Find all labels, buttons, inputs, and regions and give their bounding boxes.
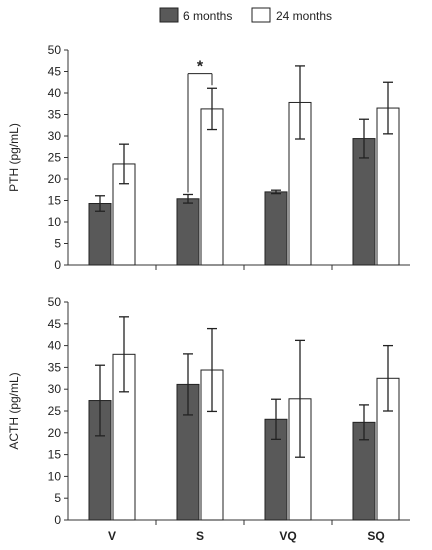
y-tick-label: 20 bbox=[48, 172, 62, 186]
y-tick-label: 10 bbox=[48, 215, 62, 229]
x-tick-label-sq: SQ bbox=[367, 529, 384, 543]
y-tick-label: 0 bbox=[54, 513, 61, 527]
y-tick-label: 50 bbox=[48, 295, 62, 309]
x-tick-label-vq: VQ bbox=[279, 529, 296, 543]
pth-chart: 0 5 10 15 20 25 30 35 40 45 50 PTH (pg/mL) * bbox=[7, 43, 410, 272]
y-axis-title: ACTH (pg/mL) bbox=[7, 372, 21, 449]
significance-asterisk: * bbox=[197, 59, 204, 76]
legend: 6 months 24 months bbox=[159, 7, 332, 23]
y-tick-label: 50 bbox=[48, 43, 62, 57]
x-tick-label-v: V bbox=[108, 529, 116, 543]
legend-label-24-months: 24 months bbox=[276, 9, 332, 23]
y-tick-label: 40 bbox=[48, 86, 62, 100]
y-tick-label: 5 bbox=[54, 237, 61, 251]
y-tick-label: 30 bbox=[48, 382, 62, 396]
y-tick-label: 25 bbox=[48, 404, 62, 418]
y-tick-label: 45 bbox=[48, 317, 62, 331]
y-tick-label: 35 bbox=[48, 360, 62, 374]
legend-label-6-months: 6 months bbox=[183, 9, 232, 23]
bar-s-24-months bbox=[200, 108, 224, 266]
bar-vq-6-months bbox=[264, 191, 288, 266]
y-tick-label: 30 bbox=[48, 129, 62, 143]
y-axis-title: PTH (pg/mL) bbox=[7, 123, 21, 192]
y-tick-label: 35 bbox=[48, 108, 62, 122]
y-tick-label: 45 bbox=[48, 65, 62, 79]
y-tick-label: 5 bbox=[54, 491, 61, 505]
x-tick-label-s: S bbox=[196, 529, 204, 543]
y-tick-label: 0 bbox=[54, 258, 61, 272]
y-tick-label: 20 bbox=[48, 426, 62, 440]
y-tick-label: 40 bbox=[48, 339, 62, 353]
legend-swatch-6-months bbox=[159, 7, 179, 23]
acth-chart: 0 5 10 15 20 25 30 35 40 45 50 ACTH (pg/mL) V S VQ SQ bbox=[7, 295, 410, 543]
y-tick-label: 15 bbox=[48, 194, 62, 208]
y-tick-label: 15 bbox=[48, 448, 62, 462]
bar-v-6-months bbox=[88, 203, 112, 266]
legend-swatch-24-months bbox=[251, 7, 271, 23]
y-tick-label: 10 bbox=[48, 469, 62, 483]
y-tick-label: 25 bbox=[48, 151, 62, 165]
bar-s-6-months bbox=[176, 198, 200, 266]
